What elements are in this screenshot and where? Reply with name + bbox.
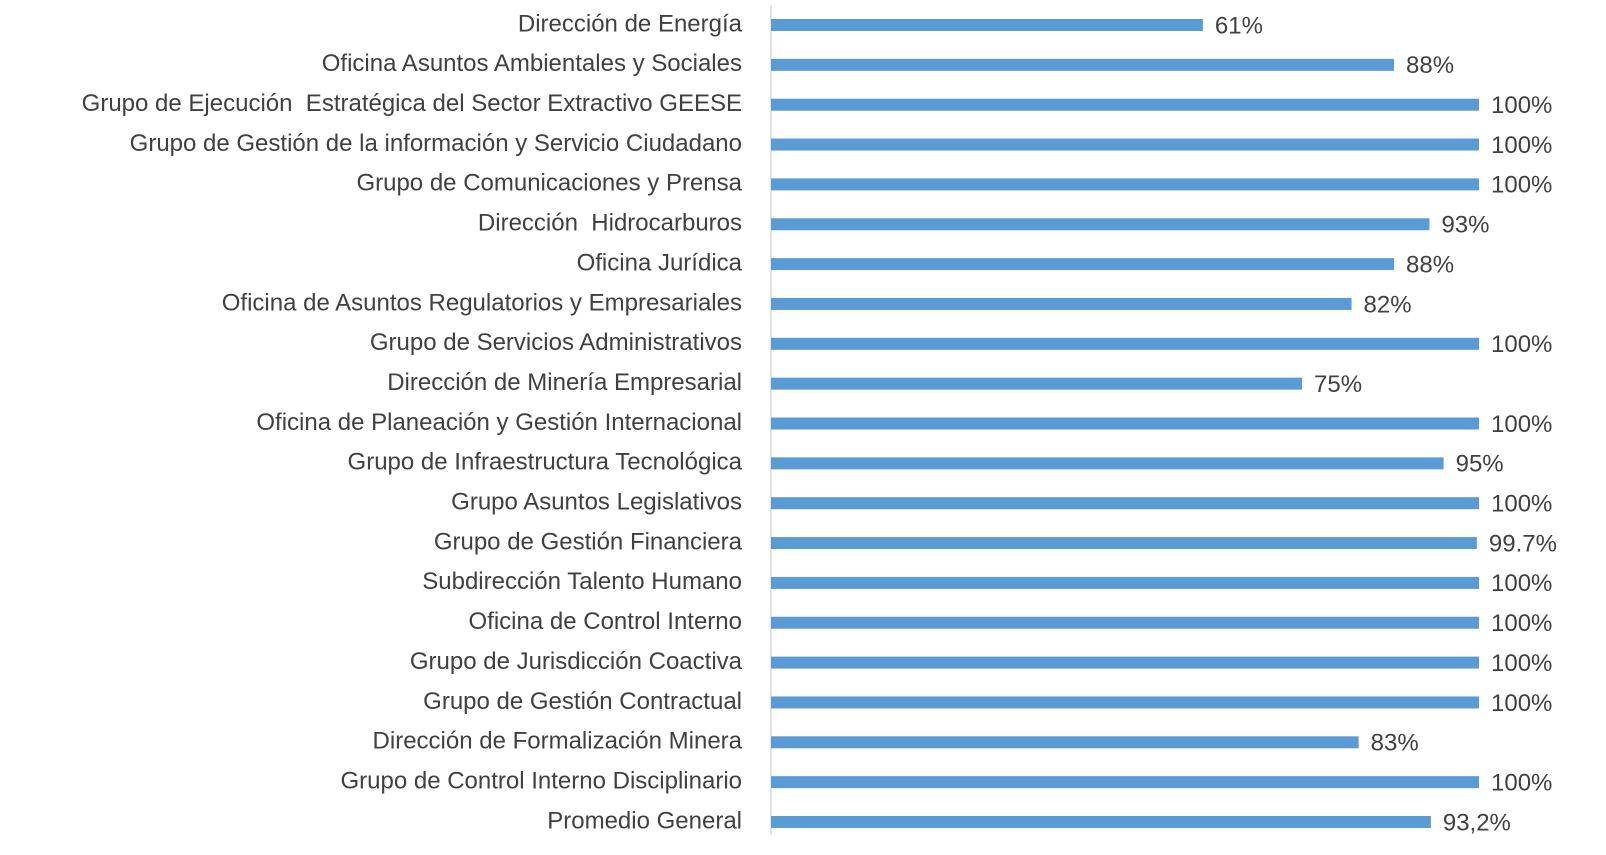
data-label: 100% [1491,132,1552,159]
data-label: 100% [1491,650,1552,677]
category-label: Oficina de Planeación y Gestión Internac… [256,409,742,436]
category-label: Grupo de Gestión Contractual [423,688,742,715]
bar [771,377,1302,390]
data-label: 100% [1491,411,1552,438]
category-label: Grupo de Gestión Financiera [434,528,743,555]
data-label: 100% [1491,690,1552,717]
bar [771,218,1430,231]
data-label: 83% [1371,730,1419,757]
bar [771,58,1395,71]
bar [771,816,1431,828]
data-label: 100% [1491,570,1552,597]
bar [771,497,1479,510]
category-label: Subdirección Talento Humano [422,568,742,595]
category-label: Oficina de Asuntos Regulatorios y Empres… [222,289,742,316]
category-label: Oficina de Control Interno [469,608,742,635]
category-label: Dirección Hidrocarburos [478,210,742,237]
bar [771,98,1479,111]
bar [771,537,1477,550]
bar [771,297,1352,310]
bar [771,656,1479,669]
data-label: 100% [1491,769,1552,796]
bar [771,457,1444,470]
data-label: 61% [1215,12,1263,39]
data-label: 95% [1456,451,1504,478]
bar [771,337,1479,350]
category-label: Dirección de Minería Empresarial [387,369,742,396]
category-label: Grupo de Control Interno Disciplinario [340,767,742,794]
data-label: 100% [1491,92,1552,119]
category-label: Grupo de Jurisdicción Coactiva [410,648,743,675]
data-label: 75% [1314,371,1362,398]
category-label: Grupo de Servicios Administrativos [370,329,742,356]
category-label: Oficina Asuntos Ambientales y Sociales [322,50,742,77]
data-label: 93% [1441,212,1489,239]
bar [771,19,1203,31]
bar [771,736,1359,749]
category-label: Grupo de Comunicaciones y Prensa [356,170,742,197]
category-label: Promedio General [547,807,742,834]
category-label: Oficina Jurídica [577,249,743,276]
category-label: Dirección de Formalización Minera [373,728,743,755]
bar [771,776,1479,789]
category-label: Dirección de Energía [518,10,743,37]
data-label: 88% [1406,251,1454,278]
data-label: 93,2% [1443,809,1511,836]
bar [771,576,1479,589]
bar [771,616,1479,629]
category-label: Grupo de Gestión de la información y Ser… [130,130,742,157]
data-label: 88% [1406,52,1454,79]
bar [771,417,1479,430]
data-label: 82% [1364,291,1412,318]
category-label: Grupo de Ejecución Estratégica del Secto… [82,90,742,117]
data-label: 100% [1491,610,1552,637]
bar [771,696,1479,709]
data-label: 100% [1491,172,1552,199]
category-label: Grupo de Infraestructura Tecnológica [348,449,743,476]
category-label: Grupo Asuntos Legislativos [451,489,742,516]
data-label: 99.7% [1489,530,1557,557]
data-label: 100% [1491,331,1552,358]
bar [771,258,1395,271]
bar [771,138,1479,151]
data-label: 100% [1491,491,1552,518]
bar [771,178,1479,191]
